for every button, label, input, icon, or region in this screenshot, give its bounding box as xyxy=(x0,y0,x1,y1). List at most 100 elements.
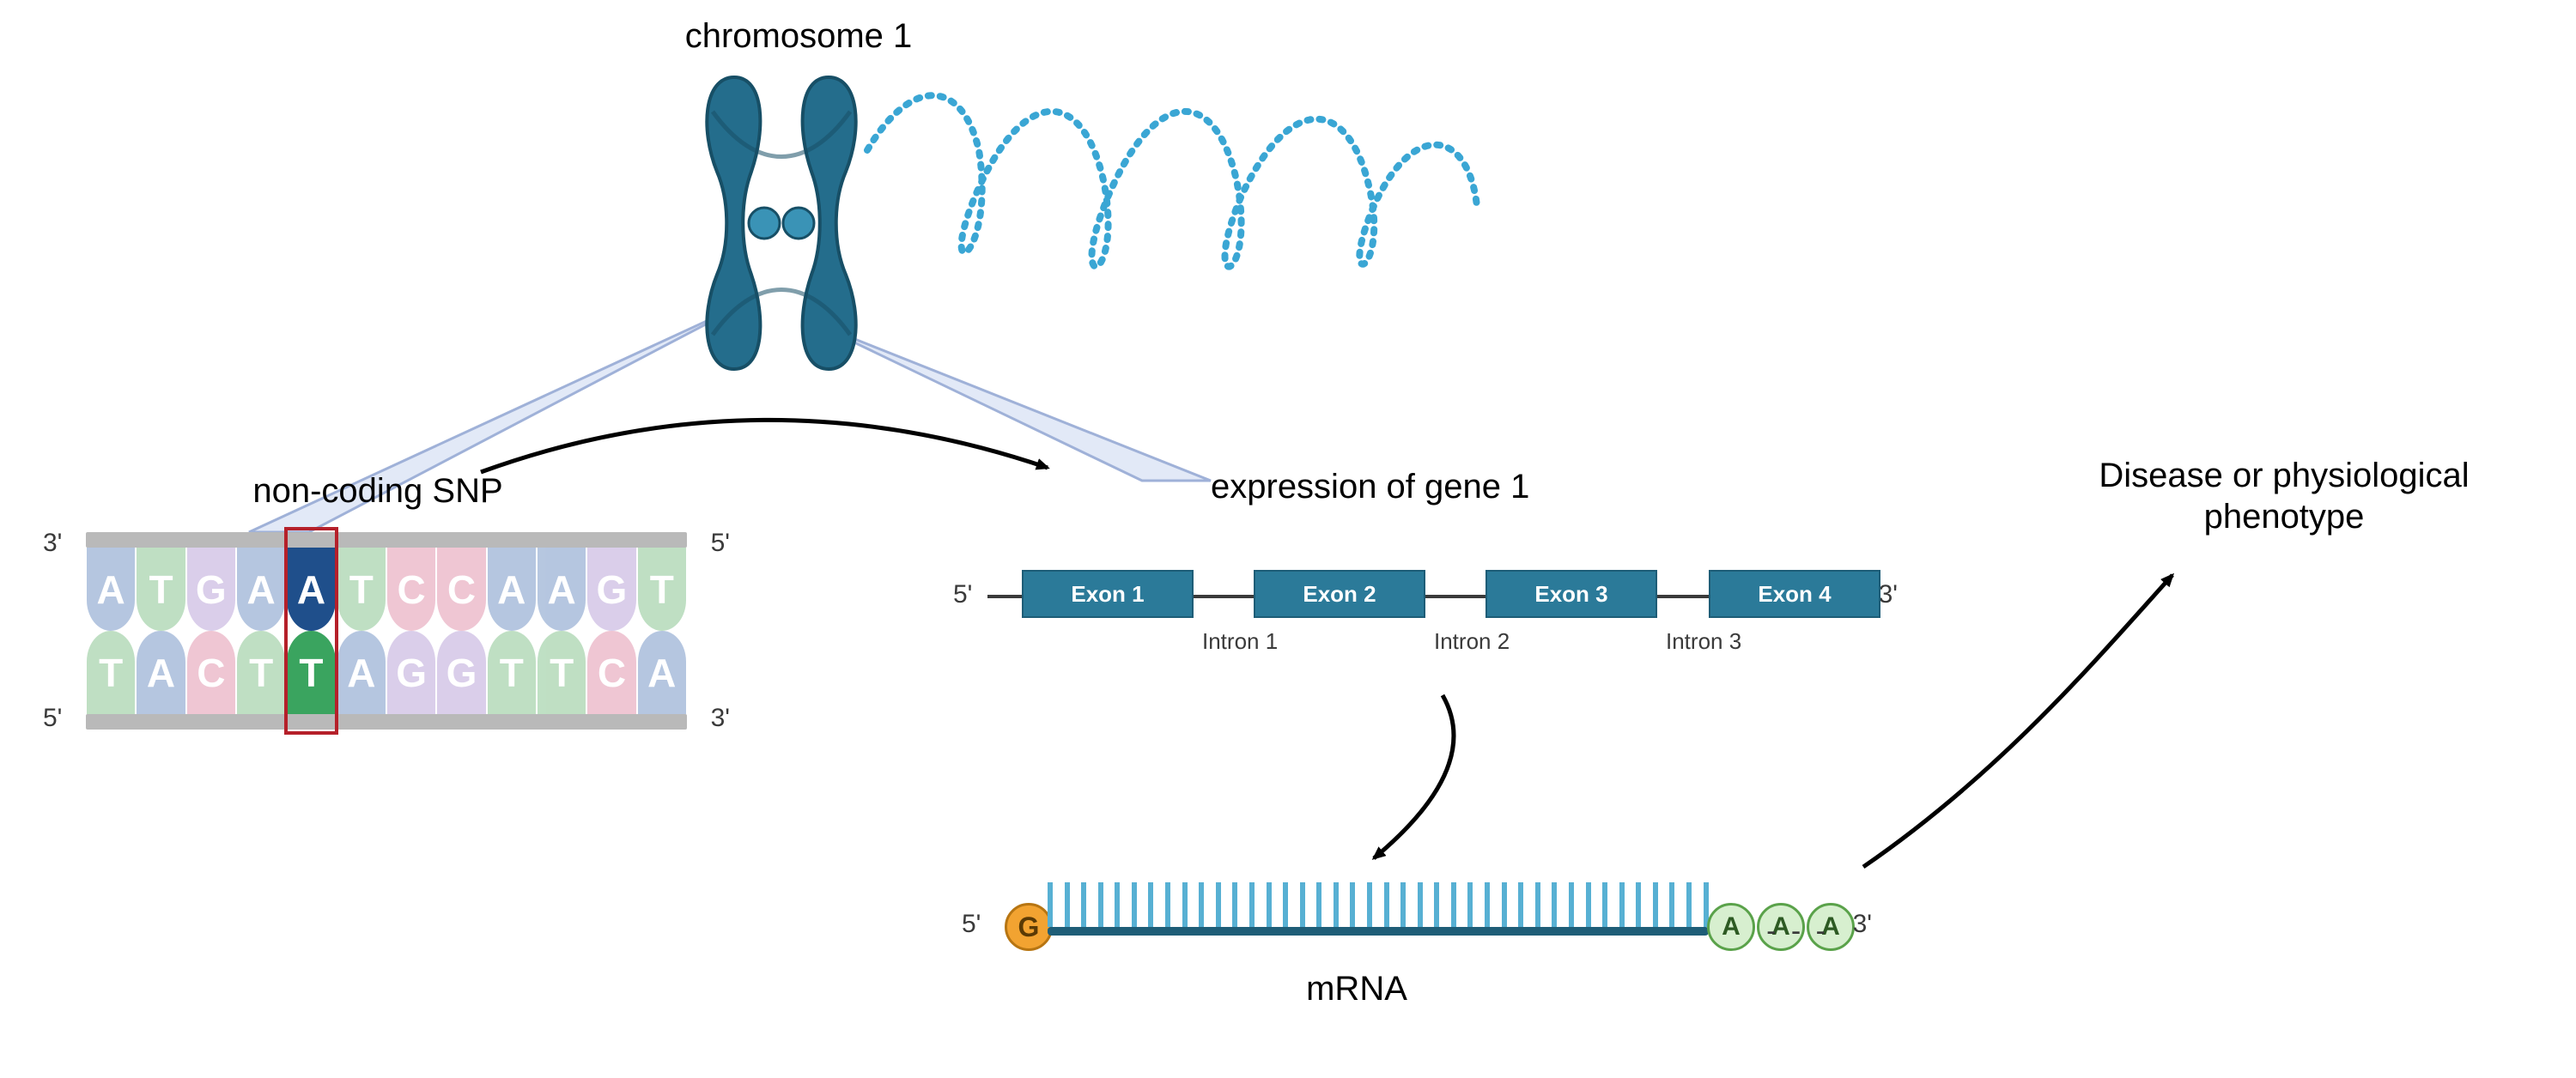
mrna-tick xyxy=(1636,882,1641,927)
mrna-tick xyxy=(1586,882,1591,927)
mrna-label: mRNA xyxy=(1271,970,1443,1008)
polya-base: A xyxy=(1707,903,1755,951)
dna-column: AT xyxy=(87,548,135,714)
chromosome-icon xyxy=(707,77,855,369)
mrna-tick xyxy=(1165,882,1170,927)
base-top: A xyxy=(287,548,335,631)
mrna-tick xyxy=(1535,882,1540,927)
mrna-tick xyxy=(1065,882,1070,927)
dna-column: TA xyxy=(137,548,185,714)
mrna-tick xyxy=(1367,882,1372,927)
mrna-tick xyxy=(1485,882,1490,927)
base-top: G xyxy=(187,548,235,631)
mrna-tick xyxy=(1619,882,1625,927)
gene-label: expression of gene 1 xyxy=(1211,468,1529,506)
dna-columns: ATTAGCATATTACGCGATATGCTA xyxy=(86,548,687,714)
intron-label: Intron 3 xyxy=(1666,628,1741,655)
phenotype-label: Disease or physiological phenotype xyxy=(2061,455,2507,537)
mrna-tick xyxy=(1653,882,1658,927)
base-bottom: A xyxy=(638,631,686,714)
mrna-tick xyxy=(1569,882,1574,927)
base-bottom: T xyxy=(87,631,135,714)
dna-column: AT xyxy=(237,548,285,714)
exon: Exon 1 xyxy=(1022,570,1194,618)
mrna-tick xyxy=(1518,882,1523,927)
mrna-tick xyxy=(1350,882,1355,927)
base-bottom: G xyxy=(387,631,435,714)
dna-column: TA xyxy=(638,548,686,714)
mrna-tick xyxy=(1384,882,1389,927)
base-top: A xyxy=(87,548,135,631)
mrna-tick xyxy=(1199,882,1204,927)
mrna-tick xyxy=(1081,882,1086,927)
mrna-tick xyxy=(1283,882,1288,927)
dna-backbone-bottom xyxy=(86,714,687,730)
base-top: A xyxy=(488,548,536,631)
mrna-tick xyxy=(1418,882,1423,927)
mrna-tick xyxy=(1182,882,1188,927)
mrna-structure: 5' G AAA - - - 3' xyxy=(970,867,1880,970)
base-bottom: T xyxy=(287,631,335,714)
dna-column: AT xyxy=(488,548,536,714)
dna-end-bottom-left: 5' xyxy=(43,704,62,733)
mrna-tick xyxy=(1232,882,1237,927)
base-top: C xyxy=(437,548,485,631)
mrna-tick xyxy=(1048,882,1053,927)
dna-column: GC xyxy=(187,548,235,714)
mrna-tick xyxy=(1602,882,1607,927)
diagram-root: chromosome 1 non-coding SNP expression o… xyxy=(0,0,2576,1078)
mrna-tick xyxy=(1132,882,1137,927)
dna-column: CG xyxy=(387,548,435,714)
arrow-snp-to-gene xyxy=(481,420,1048,472)
mrna-tick xyxy=(1098,882,1103,927)
base-top: T xyxy=(337,548,386,631)
base-bottom: T xyxy=(488,631,536,714)
mrna-tick xyxy=(1451,882,1456,927)
dna-column: TA xyxy=(337,548,386,714)
base-bottom: T xyxy=(237,631,285,714)
base-top: T xyxy=(638,548,686,631)
mrna-body xyxy=(1048,882,1709,927)
mrna-tick xyxy=(1249,882,1255,927)
gene-end-right: 3' xyxy=(1879,580,1898,609)
gene-structure: 5' 3' Exon 1Exon 2Exon 3Exon 4 Intron 1I… xyxy=(953,549,1898,644)
dna-sequence: ATTAGCATATTACGCGATATGCTA 3' 5' 5' 3' xyxy=(34,532,738,730)
base-top: G xyxy=(587,548,635,631)
base-top: A xyxy=(538,548,586,631)
mrna-cap: G xyxy=(1005,903,1053,951)
base-bottom: G xyxy=(437,631,485,714)
mrna-end-left: 5' xyxy=(962,910,981,939)
mrna-tick xyxy=(1502,882,1507,927)
mrna-tick xyxy=(1467,882,1473,927)
intron-label: Intron 1 xyxy=(1202,628,1278,655)
mrna-tick xyxy=(1334,882,1339,927)
base-bottom: A xyxy=(337,631,386,714)
dna-end-top-right: 5' xyxy=(711,529,730,558)
dna-column: GC xyxy=(587,548,635,714)
base-top: C xyxy=(387,548,435,631)
chromosome-label: chromosome 1 xyxy=(670,17,927,56)
mrna-tick xyxy=(1552,882,1557,927)
arrow-gene-to-mrna xyxy=(1374,695,1454,858)
mrna-tick xyxy=(1300,882,1305,927)
base-bottom: A xyxy=(137,631,185,714)
arrow-mrna-to-phenotype xyxy=(1863,575,2172,867)
mrna-tick xyxy=(1267,882,1272,927)
mrna-tick xyxy=(1686,882,1692,927)
base-top: T xyxy=(137,548,185,631)
dna-column: AT xyxy=(287,548,335,714)
dna-column: AT xyxy=(538,548,586,714)
exon: Exon 3 xyxy=(1485,570,1657,618)
base-top: A xyxy=(237,548,285,631)
dna-column: CG xyxy=(437,548,485,714)
mrna-tick xyxy=(1148,882,1153,927)
chromatin-icon xyxy=(867,95,1477,266)
mrna-tick xyxy=(1316,882,1321,927)
dna-backbone-top xyxy=(86,532,687,548)
snp-label: non-coding SNP xyxy=(223,472,532,511)
base-bottom: C xyxy=(587,631,635,714)
exon: Exon 2 xyxy=(1254,570,1425,618)
exon: Exon 4 xyxy=(1709,570,1880,618)
dna-end-bottom-right: 3' xyxy=(711,704,730,733)
mrna-tick xyxy=(1434,882,1439,927)
